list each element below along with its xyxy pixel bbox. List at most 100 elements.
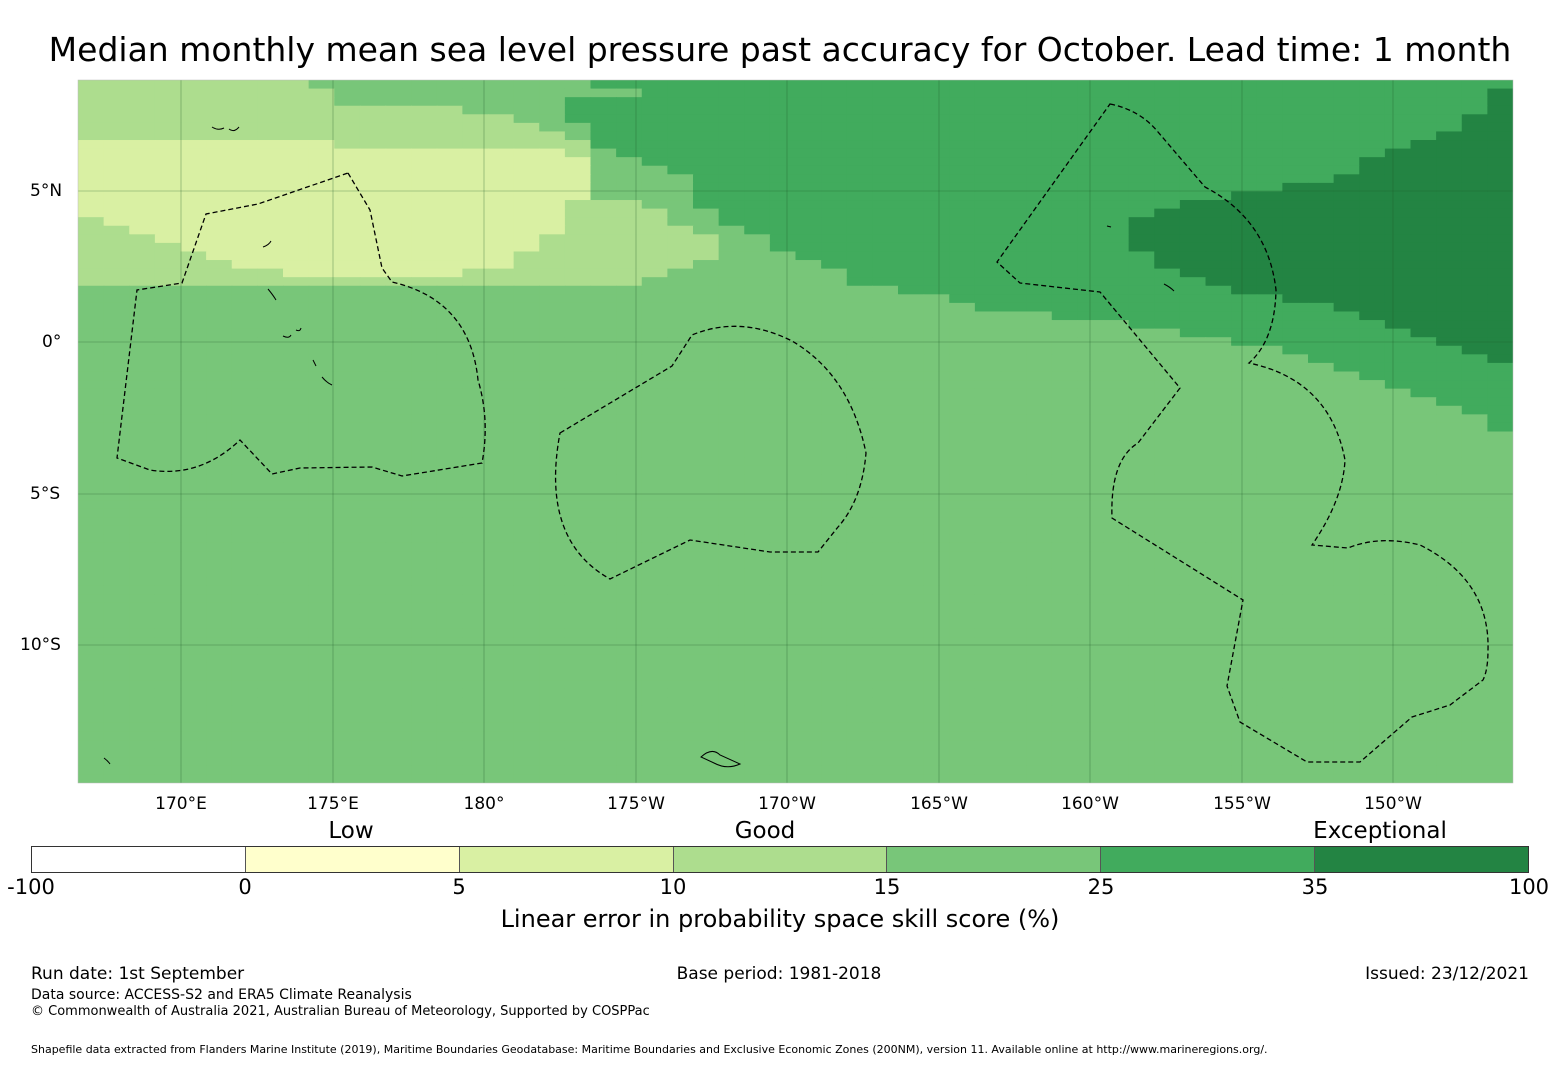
grid-cell [1256, 88, 1283, 98]
grid-cell [872, 440, 899, 450]
grid-cell [898, 234, 925, 244]
grid-cell [1384, 654, 1412, 664]
grid-cell [1154, 731, 1181, 741]
grid-cell [513, 105, 540, 115]
grid-cell [462, 525, 489, 535]
grid-cell [231, 191, 258, 201]
grid-cell [1103, 551, 1130, 561]
grid-cell [974, 285, 1002, 295]
grid-cell [1436, 148, 1463, 158]
grid-cell [616, 577, 643, 587]
grid-cell [206, 680, 233, 690]
grid-cell [411, 620, 438, 630]
grid-cell [1461, 140, 1488, 150]
grid-cell [385, 208, 412, 218]
grid-cell [129, 114, 156, 124]
grid-cell [334, 602, 361, 613]
grid-cell [1384, 174, 1412, 184]
grid-cell [78, 191, 105, 201]
grid-cell [590, 131, 617, 141]
grid-cell [1051, 405, 1078, 415]
grid-cell [103, 285, 130, 295]
grid-cell [1282, 757, 1309, 767]
grid-cell [1205, 748, 1232, 758]
grid-cell [872, 697, 899, 707]
grid-cell [949, 242, 976, 253]
grid-cell [718, 354, 745, 364]
grid-cell [308, 260, 335, 270]
grid-cell [641, 491, 668, 501]
grid-cell [385, 97, 412, 107]
grid-cell [1487, 731, 1513, 741]
grid-cell [1128, 234, 1155, 244]
grid-cell [616, 422, 643, 433]
grid-cell [488, 508, 515, 518]
grid-cell [872, 165, 899, 175]
grid-cell [308, 431, 335, 441]
grid-cell [1384, 362, 1412, 373]
grid-cell [462, 397, 489, 407]
grid-cell [385, 577, 412, 587]
grid-cell [308, 705, 335, 716]
grid-cell [180, 234, 207, 244]
grid-cell [257, 157, 284, 167]
grid-cell [872, 328, 899, 338]
grid-cell [718, 645, 745, 655]
grid-cell [1384, 551, 1412, 561]
grid-cell [949, 705, 976, 716]
grid-cell [283, 688, 310, 698]
grid-cell [180, 345, 207, 355]
grid-cell [667, 122, 694, 133]
grid-cell [1333, 380, 1360, 390]
grid-cell [1461, 577, 1488, 587]
grid-cell [206, 422, 233, 433]
grid-cell [590, 165, 617, 175]
grid-cell [769, 740, 797, 750]
grid-cell [1282, 174, 1309, 184]
grid-cell [693, 345, 720, 355]
grid-cell [231, 88, 258, 98]
grid-cell [154, 422, 182, 433]
grid-cell [359, 654, 387, 664]
grid-cell [103, 457, 130, 467]
grid-cell [180, 688, 207, 698]
grid-cell [718, 474, 745, 484]
grid-cell [1333, 320, 1360, 330]
grid-cell [795, 705, 822, 716]
grid-cell [1205, 482, 1232, 493]
grid-cell [78, 285, 105, 295]
grid-cell [1179, 611, 1207, 621]
grid-cell [1256, 457, 1283, 467]
grid-cell [411, 765, 438, 776]
grid-cell [1154, 568, 1181, 578]
grid-cell [513, 465, 540, 475]
grid-cell [693, 594, 720, 604]
grid-cell [769, 174, 797, 184]
grid-cell [1282, 345, 1309, 355]
grid-cell [231, 491, 258, 501]
grid-cell [1308, 200, 1335, 210]
grid-cell [872, 191, 899, 201]
grid-cell [1154, 251, 1181, 261]
grid-cell [411, 414, 438, 424]
grid-cell [539, 191, 566, 201]
grid-cell [1256, 105, 1283, 115]
grid-cell [334, 680, 361, 690]
grid-cell [1308, 294, 1335, 304]
grid-cell [1384, 568, 1412, 578]
grid-cell [513, 362, 540, 373]
grid-cell [795, 525, 822, 535]
grid-cell [949, 611, 976, 621]
grid-cell [693, 662, 720, 673]
grid-cell [231, 662, 258, 673]
grid-cell [488, 277, 515, 287]
grid-cell [1308, 397, 1335, 407]
grid-cell [385, 491, 412, 501]
grid-cell [1077, 97, 1104, 107]
grid-cell [923, 302, 950, 313]
grid-cell [974, 611, 1002, 621]
grid-cell [1436, 534, 1463, 544]
grid-cell [949, 457, 976, 467]
grid-cell [1333, 268, 1360, 278]
grid-cell [334, 671, 361, 681]
